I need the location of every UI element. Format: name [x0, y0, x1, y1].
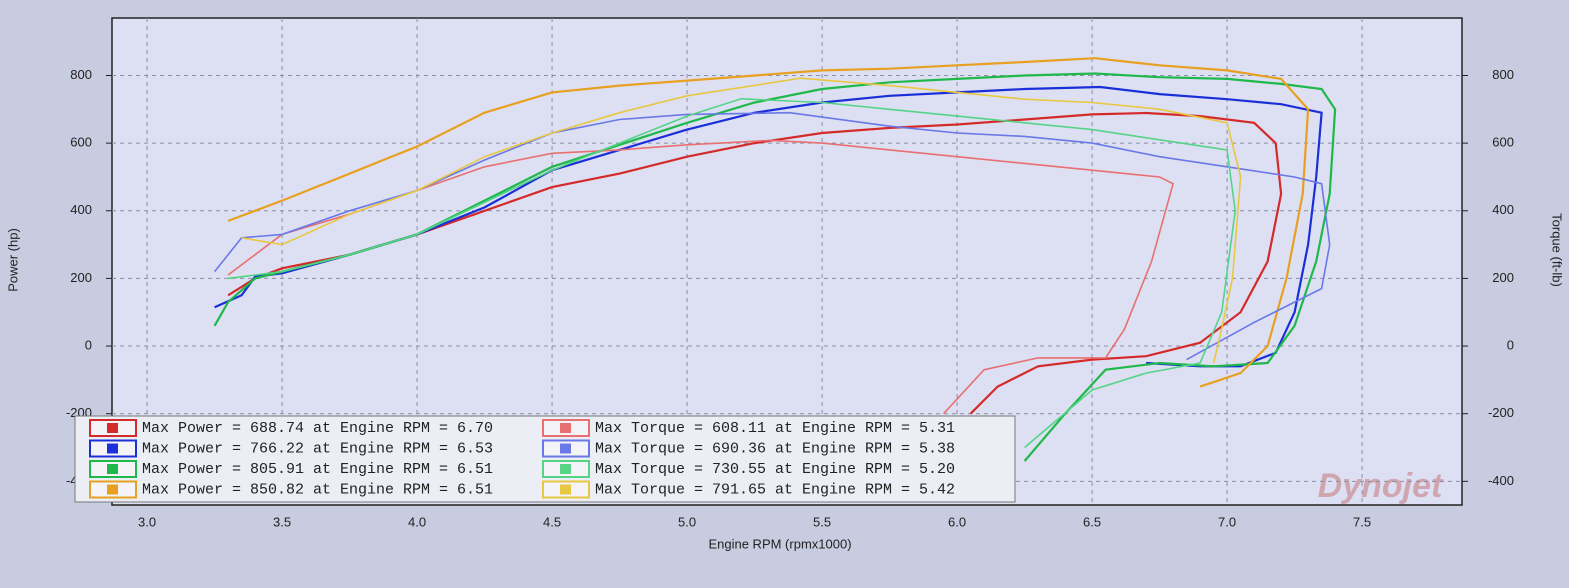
- y2-tick-label: 200: [1492, 270, 1514, 285]
- legend-swatch-fill: [560, 443, 571, 454]
- series-line: [228, 97, 1237, 449]
- legend-label: Max Torque = 791.65 at Engine RPM = 5.42: [595, 481, 955, 498]
- legend-swatch-fill: [560, 423, 571, 433]
- legend-label: Max Power = 688.74 at Engine RPM = 6.70: [142, 420, 493, 437]
- series-line: [213, 72, 1337, 462]
- legend-label: Max Power = 850.82 at Engine RPM = 6.51: [142, 481, 493, 498]
- legend-swatch-fill: [560, 484, 571, 495]
- y2-tick-label: -400: [1488, 473, 1514, 488]
- legend-label: Max Torque = 730.55 at Engine RPM = 5.20: [595, 461, 955, 478]
- x-tick-label: 6.0: [948, 514, 966, 529]
- y-tick-label: 0: [85, 337, 92, 352]
- legend-swatch-fill: [107, 484, 118, 495]
- x-tick-label: 5.5: [813, 514, 831, 529]
- y2-tick-label: 0: [1507, 337, 1514, 352]
- legend-label: Max Torque = 690.36 at Engine RPM = 5.38: [595, 440, 955, 457]
- x-tick-label: 6.5: [1083, 514, 1101, 529]
- lines: [213, 57, 1337, 462]
- x-tick-label: 3.5: [273, 514, 291, 529]
- x-tick-label: 3.0: [138, 514, 156, 529]
- series-line: [241, 77, 1242, 364]
- x-tick-label: 4.0: [408, 514, 426, 529]
- legend-label: Max Power = 766.22 at Engine RPM = 6.53: [142, 440, 493, 457]
- legend: Max Power = 688.74 at Engine RPM = 6.70 M…: [74, 415, 1016, 503]
- y2-tick-label: -200: [1488, 405, 1514, 420]
- legend-label: Max Power = 805.91 at Engine RPM = 6.51: [142, 461, 493, 478]
- x-tick-label: 4.5: [543, 514, 561, 529]
- y2-axis-label: Torque (ft-lb): [1550, 213, 1565, 287]
- y2-tick-label: 800: [1492, 67, 1514, 82]
- y2-tick-label: 400: [1492, 202, 1514, 217]
- legend-swatch-fill: [107, 423, 118, 433]
- legend-label: Max Torque = 608.11 at Engine RPM = 5.31: [595, 420, 955, 437]
- watermark: Dynojet: [1318, 467, 1444, 505]
- y-tick-label: 600: [70, 135, 92, 150]
- x-tick-label: 5.0: [678, 514, 696, 529]
- series-line: [213, 111, 1331, 361]
- y2-tick-label: 600: [1492, 135, 1514, 150]
- legend-swatch-fill: [560, 464, 571, 474]
- x-axis-label: Engine RPM (rpmx1000): [708, 536, 851, 551]
- series-line: [227, 57, 1310, 388]
- x-tick-label: 7.0: [1218, 514, 1236, 529]
- y-axis-label: Power (hp): [5, 228, 20, 292]
- x-tick-label: 7.5: [1353, 514, 1371, 529]
- y-tick-label: 200: [70, 270, 92, 285]
- legend-swatch-fill: [107, 443, 118, 454]
- y-tick-label: 800: [70, 67, 92, 82]
- legend-swatch-fill: [107, 464, 118, 474]
- y-tick-label: 400: [70, 202, 92, 217]
- series-line: [227, 111, 1283, 415]
